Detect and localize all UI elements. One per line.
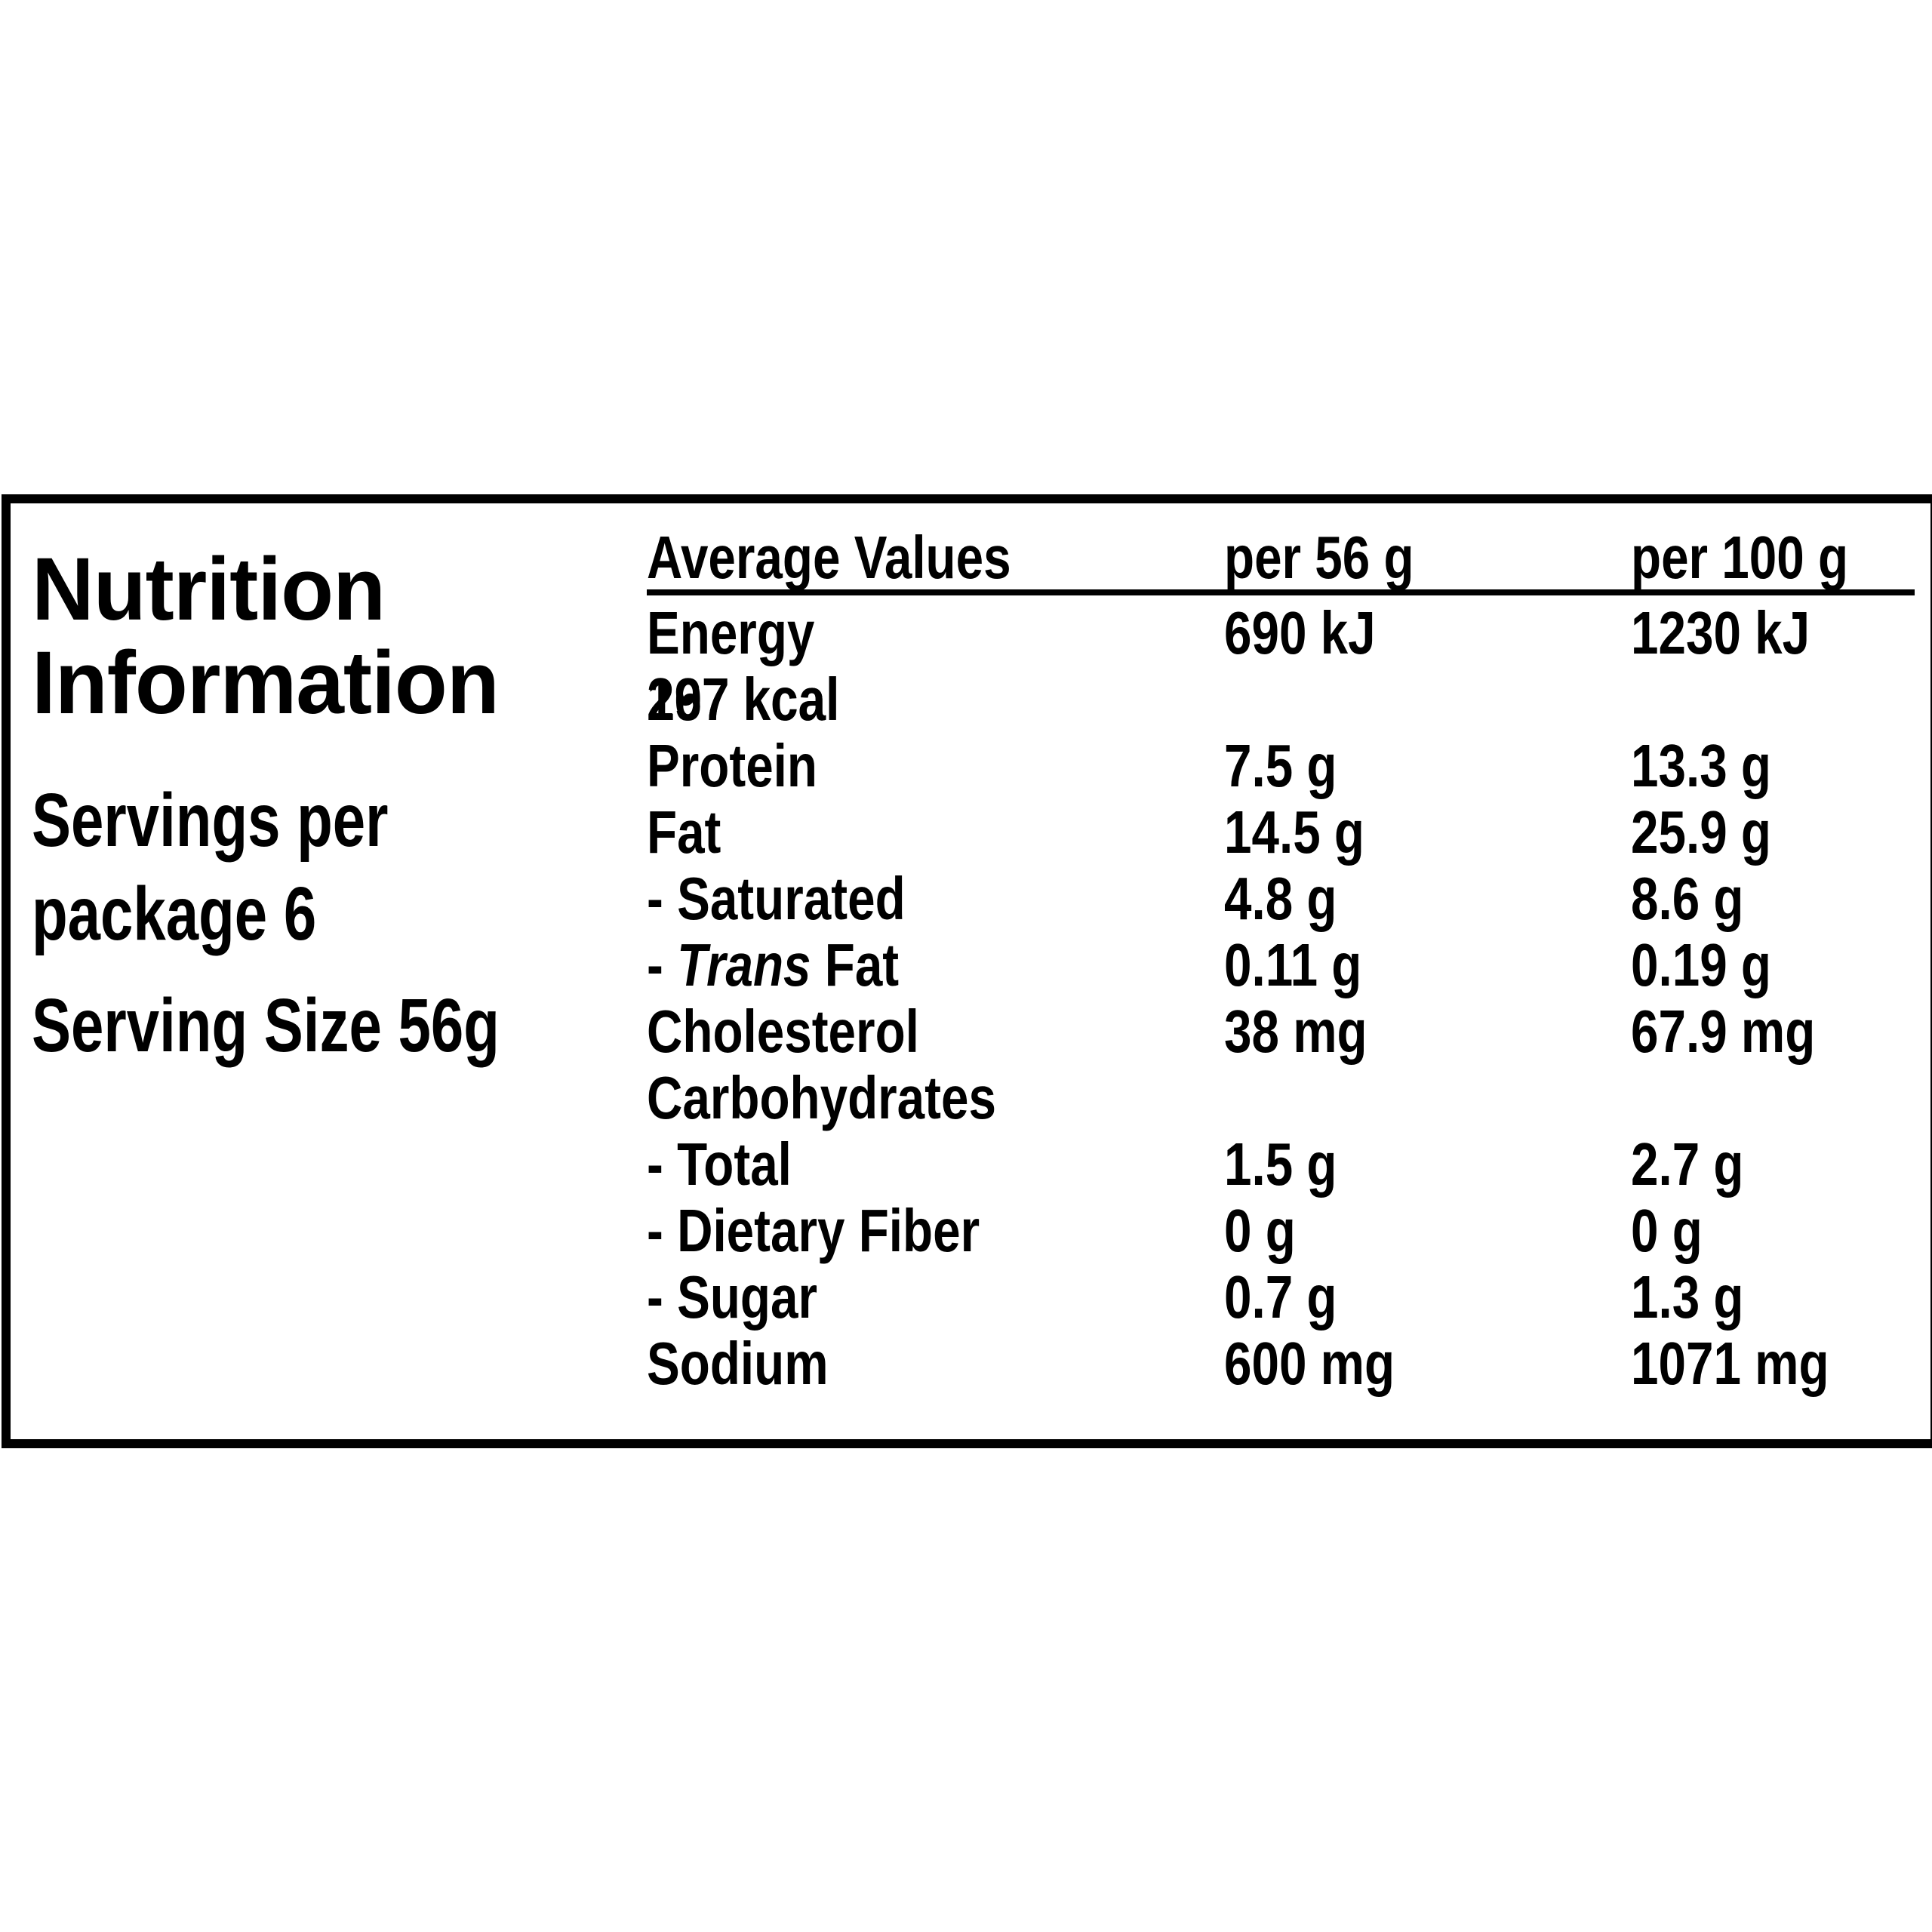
table-header: Average Values per 56 g per 100 g <box>647 525 1915 595</box>
table-row: - Dietary Fiber 0 g 0 g <box>647 1198 1915 1264</box>
energy-kcal-per-serving: 167 kcal <box>647 666 840 733</box>
nutrition-panel: Nutrition Information Servings per packa… <box>2 494 1932 1448</box>
value-per-100g: 1071 mg <box>1631 1330 1829 1397</box>
row-label: - Dietary Fiber <box>647 1197 980 1264</box>
value-per-serving: 1.5 g <box>1224 1131 1337 1198</box>
header-per-serving: per 56 g <box>1224 524 1414 591</box>
value-per-serving: 0.7 g <box>1224 1263 1337 1331</box>
energy-kj-per-100g: 1230 kJ <box>1631 599 1810 666</box>
value-per-100g: 67.9 mg <box>1631 998 1816 1065</box>
value-per-100g: 0.19 g <box>1631 931 1771 998</box>
row-label: - Trans Fat <box>647 932 899 998</box>
label-italic: Trans <box>677 931 811 998</box>
value-per-100g: 8.6 g <box>1631 865 1744 932</box>
value-per-serving: 0 g <box>1224 1197 1296 1264</box>
value-per-serving: 0.11 g <box>1224 931 1362 998</box>
panel-title: Nutrition Information <box>32 543 603 730</box>
row-label: - Sugar <box>647 1263 817 1331</box>
table-row-energy: Energy 690 kJ 1230 kJ 167 kcal 297 kcal <box>647 600 1915 733</box>
value-per-100g: 25.9 g <box>1631 798 1771 866</box>
table-row: Protein 7.5 g 13.3 g <box>647 733 1915 799</box>
label-prefix: - <box>647 931 678 998</box>
value-per-100g: 0 g <box>1631 1197 1703 1264</box>
value-per-100g: 2.7 g <box>1631 1131 1744 1198</box>
value-per-100g: 1.3 g <box>1631 1263 1744 1331</box>
servings-per-package: Servings per package 6 <box>32 774 491 961</box>
value-per-serving: 4.8 g <box>1224 865 1337 932</box>
row-label: Energy <box>647 599 815 666</box>
row-label: Carbohydrates <box>647 1064 996 1131</box>
serving-size: Serving Size 56g <box>32 983 500 1068</box>
value-per-serving: 7.5 g <box>1224 732 1337 799</box>
value-per-serving: 38 mg <box>1224 998 1367 1065</box>
table-row: - Saturated 4.8 g 8.6 g <box>647 866 1915 932</box>
header-per-100g: per 100 g <box>1631 524 1849 591</box>
row-label: Protein <box>647 732 817 799</box>
label-summary: Nutrition Information Servings per packa… <box>32 543 620 1072</box>
header-average-values: Average Values <box>647 524 1011 591</box>
table-row: Carbohydrates <box>647 1065 1915 1131</box>
value-per-serving: 14.5 g <box>1224 798 1364 866</box>
table-row: - Trans Fat 0.11 g 0.19 g <box>647 932 1915 998</box>
row-label: - Total <box>647 1131 792 1198</box>
table-row: Fat 14.5 g 25.9 g <box>647 799 1915 866</box>
title-line-2: Information <box>32 633 500 733</box>
servings-line-2: package 6 <box>32 872 317 956</box>
row-label: Sodium <box>647 1330 829 1397</box>
table-row: - Total 1.5 g 2.7 g <box>647 1131 1915 1198</box>
value-per-serving: 600 mg <box>1224 1330 1395 1397</box>
table-body: Energy 690 kJ 1230 kJ 167 kcal 297 kcal … <box>647 595 1915 1397</box>
title-line-1: Nutrition <box>32 540 386 639</box>
table-row: - Sugar 0.7 g 1.3 g <box>647 1264 1915 1331</box>
energy-kj-per-serving: 690 kJ <box>1224 599 1376 666</box>
servings-line-1: Servings per <box>32 778 389 863</box>
table-row: Sodium 600 mg 1071 mg <box>647 1331 1915 1397</box>
label-suffix: Fat <box>811 931 900 998</box>
row-label: Fat <box>647 798 721 866</box>
row-label: Cholesterol <box>647 998 919 1065</box>
value-per-100g: 13.3 g <box>1631 732 1771 799</box>
row-label: - Saturated <box>647 865 906 932</box>
nutrition-table: Average Values per 56 g per 100 g Energy… <box>647 525 1915 1397</box>
energy-kcal-per-100g: 297 kcal <box>647 666 840 733</box>
table-row: Cholesterol 38 mg 67.9 mg <box>647 998 1915 1065</box>
